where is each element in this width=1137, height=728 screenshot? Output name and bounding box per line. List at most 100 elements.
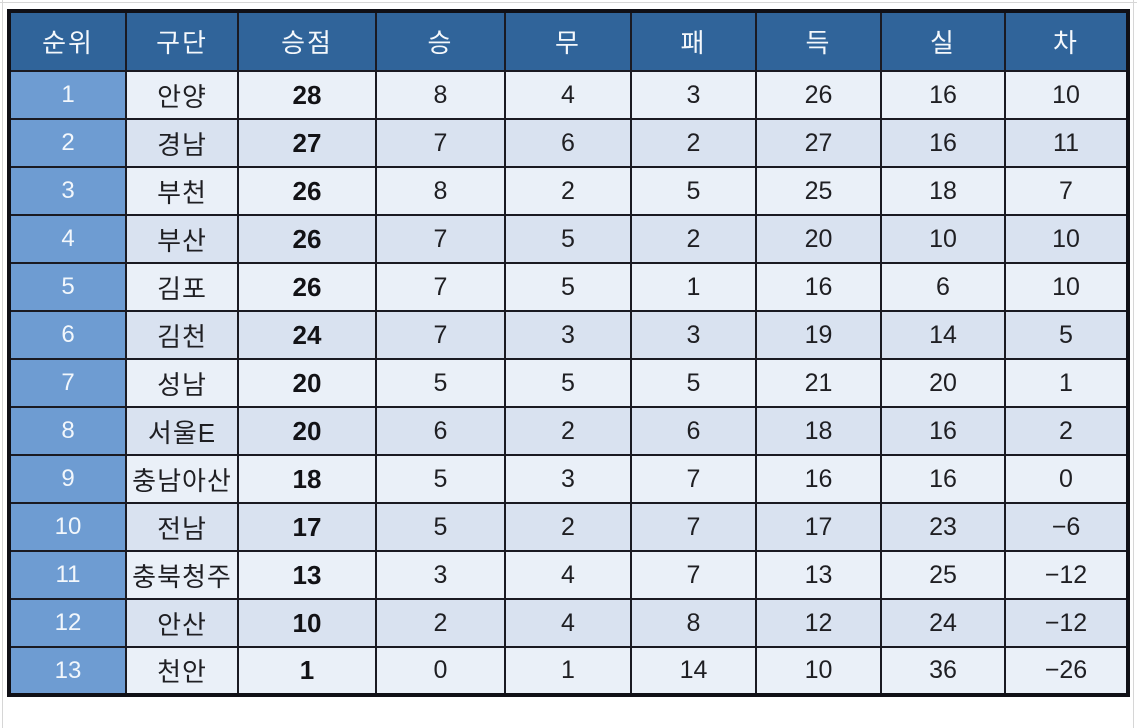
cell-wins[interactable]: 0 bbox=[375, 646, 506, 696]
cell-points[interactable]: 26 bbox=[237, 262, 377, 312]
cell-wins[interactable]: 8 bbox=[375, 70, 506, 120]
cell-losses[interactable]: 2 bbox=[630, 214, 757, 264]
cell-losses[interactable]: 5 bbox=[630, 166, 757, 216]
cell-club[interactable]: 부산 bbox=[125, 214, 239, 264]
column-header-rank[interactable]: 순위 bbox=[8, 10, 127, 72]
cell-draws[interactable]: 5 bbox=[504, 358, 632, 408]
cell-goals-for[interactable]: 25 bbox=[755, 166, 882, 216]
column-header-draws[interactable]: 무 bbox=[504, 10, 632, 72]
cell-goals-for[interactable]: 26 bbox=[755, 70, 882, 120]
column-header-points[interactable]: 승점 bbox=[237, 10, 377, 72]
cell-points[interactable]: 28 bbox=[237, 70, 377, 120]
cell-rank[interactable]: 5 bbox=[8, 262, 127, 312]
cell-rank[interactable]: 1 bbox=[8, 70, 127, 120]
cell-goal-diff[interactable]: 2 bbox=[1004, 406, 1129, 456]
cell-draws[interactable]: 3 bbox=[504, 454, 632, 504]
cell-losses[interactable]: 6 bbox=[630, 406, 757, 456]
cell-club[interactable]: 충북청주 bbox=[125, 550, 239, 600]
cell-goals-for[interactable]: 13 bbox=[755, 550, 882, 600]
cell-goals-against[interactable]: 25 bbox=[880, 550, 1006, 600]
cell-rank[interactable]: 6 bbox=[8, 310, 127, 360]
cell-club[interactable]: 천안 bbox=[125, 646, 239, 696]
cell-goal-diff[interactable]: 1 bbox=[1004, 358, 1129, 408]
cell-club[interactable]: 안양 bbox=[125, 70, 239, 120]
cell-rank[interactable]: 3 bbox=[8, 166, 127, 216]
cell-losses[interactable]: 5 bbox=[630, 358, 757, 408]
cell-goal-diff[interactable]: 10 bbox=[1004, 70, 1129, 120]
cell-club[interactable]: 성남 bbox=[125, 358, 239, 408]
cell-draws[interactable]: 2 bbox=[504, 166, 632, 216]
cell-goals-against[interactable]: 16 bbox=[880, 454, 1006, 504]
cell-goals-for[interactable]: 12 bbox=[755, 598, 882, 648]
cell-goals-against[interactable]: 20 bbox=[880, 358, 1006, 408]
cell-goal-diff[interactable]: 5 bbox=[1004, 310, 1129, 360]
cell-wins[interactable]: 7 bbox=[375, 310, 506, 360]
cell-losses[interactable]: 3 bbox=[630, 310, 757, 360]
cell-club[interactable]: 서울E bbox=[125, 406, 239, 456]
column-header-goals_against[interactable]: 실 bbox=[880, 10, 1006, 72]
cell-goal-diff[interactable]: −12 bbox=[1004, 598, 1129, 648]
cell-goals-against[interactable]: 16 bbox=[880, 70, 1006, 120]
cell-goal-diff[interactable]: 11 bbox=[1004, 118, 1129, 168]
cell-goals-for[interactable]: 18 bbox=[755, 406, 882, 456]
cell-rank[interactable]: 13 bbox=[8, 646, 127, 696]
cell-draws[interactable]: 2 bbox=[504, 502, 632, 552]
cell-goal-diff[interactable]: −26 bbox=[1004, 646, 1129, 696]
cell-draws[interactable]: 1 bbox=[504, 646, 632, 696]
cell-points[interactable]: 1 bbox=[237, 646, 377, 696]
cell-club[interactable]: 전남 bbox=[125, 502, 239, 552]
cell-losses[interactable]: 2 bbox=[630, 118, 757, 168]
cell-wins[interactable]: 6 bbox=[375, 406, 506, 456]
cell-club[interactable]: 충남아산 bbox=[125, 454, 239, 504]
cell-points[interactable]: 27 bbox=[237, 118, 377, 168]
cell-rank[interactable]: 9 bbox=[8, 454, 127, 504]
cell-goals-for[interactable]: 16 bbox=[755, 454, 882, 504]
cell-goals-against[interactable]: 16 bbox=[880, 118, 1006, 168]
cell-draws[interactable]: 4 bbox=[504, 598, 632, 648]
cell-goal-diff[interactable]: −6 bbox=[1004, 502, 1129, 552]
cell-goals-against[interactable]: 36 bbox=[880, 646, 1006, 696]
cell-goal-diff[interactable]: 10 bbox=[1004, 214, 1129, 264]
cell-points[interactable]: 20 bbox=[237, 406, 377, 456]
cell-draws[interactable]: 4 bbox=[504, 550, 632, 600]
cell-points[interactable]: 24 bbox=[237, 310, 377, 360]
cell-goals-against[interactable]: 24 bbox=[880, 598, 1006, 648]
cell-goals-against[interactable]: 18 bbox=[880, 166, 1006, 216]
cell-wins[interactable]: 7 bbox=[375, 214, 506, 264]
cell-wins[interactable]: 2 bbox=[375, 598, 506, 648]
column-header-wins[interactable]: 승 bbox=[375, 10, 506, 72]
cell-wins[interactable]: 5 bbox=[375, 454, 506, 504]
cell-club[interactable]: 김천 bbox=[125, 310, 239, 360]
cell-goals-for[interactable]: 20 bbox=[755, 214, 882, 264]
cell-rank[interactable]: 8 bbox=[8, 406, 127, 456]
cell-draws[interactable]: 5 bbox=[504, 214, 632, 264]
cell-rank[interactable]: 10 bbox=[8, 502, 127, 552]
column-header-losses[interactable]: 패 bbox=[630, 10, 757, 72]
column-header-goal_diff[interactable]: 차 bbox=[1004, 10, 1129, 72]
cell-points[interactable]: 26 bbox=[237, 214, 377, 264]
cell-goals-against[interactable]: 10 bbox=[880, 214, 1006, 264]
cell-draws[interactable]: 4 bbox=[504, 70, 632, 120]
cell-wins[interactable]: 7 bbox=[375, 262, 506, 312]
cell-wins[interactable]: 3 bbox=[375, 550, 506, 600]
cell-losses[interactable]: 1 bbox=[630, 262, 757, 312]
cell-goals-for[interactable]: 19 bbox=[755, 310, 882, 360]
cell-losses[interactable]: 7 bbox=[630, 502, 757, 552]
cell-points[interactable]: 13 bbox=[237, 550, 377, 600]
cell-goals-against[interactable]: 23 bbox=[880, 502, 1006, 552]
cell-goals-for[interactable]: 27 bbox=[755, 118, 882, 168]
cell-goal-diff[interactable]: 10 bbox=[1004, 262, 1129, 312]
cell-goals-for[interactable]: 10 bbox=[755, 646, 882, 696]
cell-wins[interactable]: 5 bbox=[375, 358, 506, 408]
cell-draws[interactable]: 3 bbox=[504, 310, 632, 360]
cell-points[interactable]: 20 bbox=[237, 358, 377, 408]
cell-rank[interactable]: 12 bbox=[8, 598, 127, 648]
cell-goal-diff[interactable]: −12 bbox=[1004, 550, 1129, 600]
cell-losses[interactable]: 7 bbox=[630, 454, 757, 504]
cell-goals-for[interactable]: 17 bbox=[755, 502, 882, 552]
cell-goals-for[interactable]: 16 bbox=[755, 262, 882, 312]
cell-wins[interactable]: 7 bbox=[375, 118, 506, 168]
cell-goals-against[interactable]: 16 bbox=[880, 406, 1006, 456]
cell-losses[interactable]: 3 bbox=[630, 70, 757, 120]
cell-points[interactable]: 10 bbox=[237, 598, 377, 648]
